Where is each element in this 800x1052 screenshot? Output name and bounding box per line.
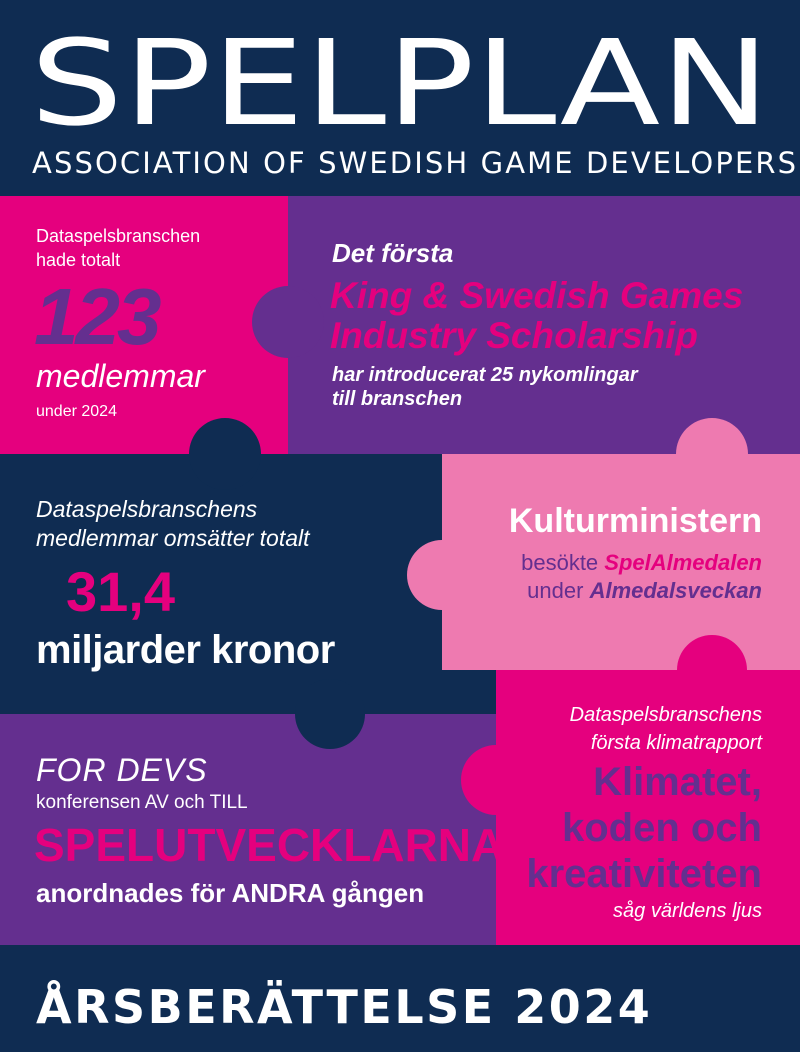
minister-line2-prefix: under xyxy=(527,578,590,603)
scholarship-name-line1: King & Swedish Games xyxy=(330,275,744,316)
fordevs-title: FOR DEVS xyxy=(36,752,208,788)
puzzle-piece-climate xyxy=(496,670,800,945)
turnover-number: 31,4 xyxy=(66,560,175,623)
almedalsveckan-highlight: Almedalsveckan xyxy=(589,578,762,603)
fordevs-line2: anordnades för ANDRA gången xyxy=(36,878,425,908)
climate-title-line2: koden och xyxy=(561,806,762,850)
members-line1: Dataspelsbranschen xyxy=(36,226,201,246)
puzzle-piece-minister xyxy=(442,454,800,670)
turnover-line1: Dataspelsbranschens xyxy=(36,496,258,522)
puzzle-piece-fordevs xyxy=(0,714,496,945)
footer-band xyxy=(0,945,800,1052)
puzzle-knob xyxy=(407,540,477,610)
puzzle-piece-turnover xyxy=(0,454,442,714)
puzzle-knob xyxy=(189,418,261,490)
minister-line2: under Almedalsveckan xyxy=(527,578,762,604)
scholarship-desc-line2: till branschen xyxy=(332,388,463,410)
climate-tagline: såg världens ljus xyxy=(613,900,762,922)
scholarship-name-line2: Industry Scholarship xyxy=(330,315,699,356)
minister-title: Kulturministern xyxy=(508,502,762,540)
minister-line1: besökte SpelAlmedalen xyxy=(521,550,762,576)
climate-line2: första klimatrapport xyxy=(590,732,762,754)
puzzle-knob xyxy=(677,635,747,705)
puzzle-knob xyxy=(676,418,748,490)
logo-text: SPELPLAN xyxy=(30,28,770,140)
puzzle-knob xyxy=(461,745,531,815)
climate-title-line3: kreativiteten xyxy=(526,852,762,896)
minister-line1-prefix: besökte xyxy=(521,550,605,575)
members-unit: medlemmar xyxy=(36,358,205,394)
climate-title-line1: Klimatet, xyxy=(593,760,762,804)
spelalmedalen-highlight: SpelAlmedalen xyxy=(604,550,762,575)
scholarship-desc-line1: har introducerat 25 nykomlingar xyxy=(332,364,638,386)
scholarship-intro: Det första xyxy=(332,238,454,268)
association-subtitle: ASSOCIATION OF SWEDISH GAME DEVELOPERS xyxy=(32,146,799,180)
members-year: under 2024 xyxy=(36,403,117,420)
spelplan-logo: SPELPLAN xyxy=(30,28,770,140)
puzzle-piece-members xyxy=(0,196,288,454)
climate-line1: Dataspelsbranschens xyxy=(569,704,762,726)
annual-report-title: ÅRSBERÄTTELSE 2024 xyxy=(36,980,653,1034)
fordevs-highlight: SPELUTVECKLARNA xyxy=(34,819,505,871)
puzzle-knob xyxy=(252,286,324,358)
members-line2: hade totalt xyxy=(36,250,121,270)
puzzle-piece-scholarship xyxy=(288,196,800,454)
members-number: 123 xyxy=(34,272,161,361)
turnover-unit: miljarder kronor xyxy=(36,628,335,672)
puzzle-knob xyxy=(295,679,365,749)
turnover-line2: medlemmar omsätter totalt xyxy=(36,525,310,551)
fordevs-line1: konferensen AV och TILL xyxy=(36,792,248,813)
